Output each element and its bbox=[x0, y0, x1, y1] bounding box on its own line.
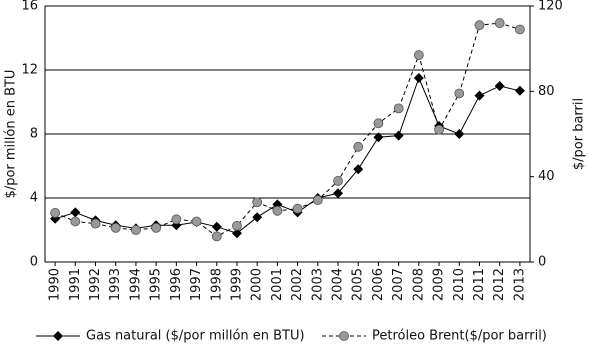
x-tick-label: 1998 bbox=[209, 268, 224, 301]
point bbox=[312, 195, 323, 206]
series-line bbox=[54, 22, 521, 237]
point bbox=[373, 118, 384, 129]
point bbox=[474, 90, 485, 101]
point bbox=[70, 216, 81, 227]
x-tick-label: 2002 bbox=[290, 268, 305, 301]
x-tick-label: 1992 bbox=[88, 268, 103, 301]
x-tick-label: 1991 bbox=[68, 268, 83, 301]
point bbox=[494, 81, 505, 91]
point bbox=[211, 231, 222, 242]
x-tick-label: 1993 bbox=[108, 268, 123, 301]
x-tick-label: 2008 bbox=[411, 268, 426, 301]
point bbox=[333, 188, 344, 199]
point bbox=[50, 208, 61, 218]
x-tick-label: 1995 bbox=[149, 268, 164, 301]
y2-tick-label: 0 bbox=[538, 255, 546, 270]
x-tick-label: 2000 bbox=[250, 268, 265, 301]
x-tick-label: 2011 bbox=[472, 268, 487, 301]
point bbox=[494, 18, 505, 28]
y2-tick-label: 80 bbox=[538, 84, 555, 99]
point bbox=[231, 228, 242, 239]
point bbox=[393, 103, 404, 114]
x-tick-label: 2010 bbox=[452, 268, 467, 301]
point bbox=[454, 88, 465, 99]
point bbox=[292, 203, 303, 214]
point bbox=[454, 129, 465, 139]
point bbox=[171, 214, 182, 225]
point bbox=[353, 164, 364, 175]
x-tick-label: 1994 bbox=[128, 268, 143, 301]
point bbox=[90, 218, 101, 229]
point bbox=[373, 132, 384, 143]
y-tick-label: 12 bbox=[21, 63, 38, 78]
plot-frame bbox=[44, 5, 531, 263]
point bbox=[474, 20, 485, 31]
y-axis-label: $/por millón en BTU bbox=[4, 70, 19, 199]
x-tick-label: 2001 bbox=[270, 268, 285, 301]
point bbox=[333, 176, 343, 186]
point bbox=[252, 212, 263, 223]
y-tick-label: 8 bbox=[30, 127, 38, 142]
y-tick-label: 0 bbox=[30, 255, 38, 270]
point bbox=[434, 124, 444, 135]
x-tick-label: 2005 bbox=[351, 268, 366, 301]
x-tick-label: 2012 bbox=[492, 268, 507, 301]
x-tick-label: 2004 bbox=[331, 268, 346, 301]
point bbox=[232, 220, 242, 231]
legend-marker bbox=[53, 331, 63, 341]
point bbox=[252, 197, 263, 208]
point bbox=[353, 141, 364, 152]
point bbox=[70, 207, 81, 218]
point bbox=[413, 50, 424, 60]
point bbox=[131, 225, 141, 235]
x-tick-label: 1997 bbox=[189, 268, 204, 301]
x-tick-label: 2009 bbox=[432, 268, 447, 301]
y2-tick-label: 40 bbox=[538, 169, 555, 184]
point bbox=[151, 222, 162, 233]
point bbox=[514, 24, 525, 35]
point bbox=[272, 205, 283, 216]
point bbox=[514, 85, 525, 96]
point bbox=[413, 73, 424, 83]
point bbox=[191, 216, 202, 227]
x-tick-label: 1990 bbox=[48, 268, 63, 301]
legend-marker bbox=[339, 331, 349, 341]
y-tick-label: 16 bbox=[21, 0, 38, 14]
x-tick-label: 2006 bbox=[371, 268, 386, 301]
y2-tick-label: 120 bbox=[538, 0, 563, 14]
point bbox=[211, 221, 222, 232]
point bbox=[110, 222, 121, 233]
legend-label: Petróleo Brent($/por barril) bbox=[372, 329, 547, 344]
point bbox=[393, 130, 404, 141]
x-tick-label: 2013 bbox=[512, 268, 527, 301]
y2-axis-label: $/por barril bbox=[572, 98, 587, 170]
x-tick-label: 2003 bbox=[310, 268, 325, 301]
y-tick-label: 4 bbox=[30, 191, 38, 206]
series-line bbox=[54, 76, 521, 234]
x-tick-label: 2007 bbox=[391, 268, 406, 301]
x-tick-label: 1996 bbox=[169, 268, 184, 301]
x-tick-label: 1999 bbox=[229, 268, 244, 301]
legend-label: Gas natural ($/por millón en BTU) bbox=[86, 329, 305, 344]
